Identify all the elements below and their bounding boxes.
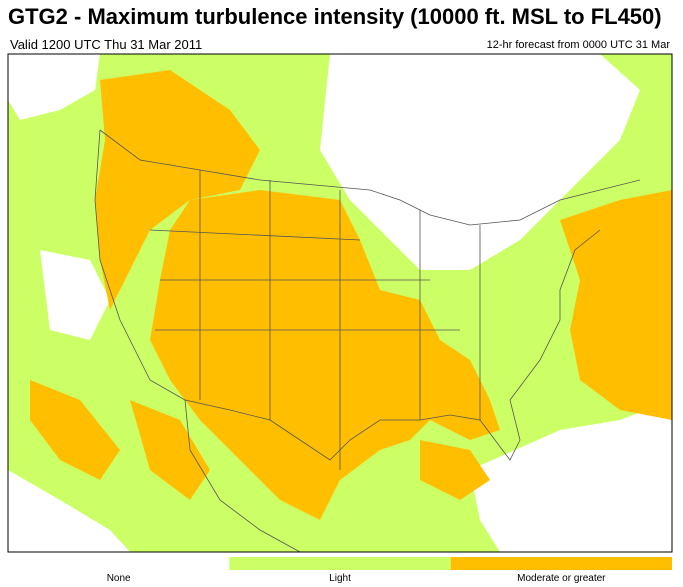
- legend-swatch: [450, 557, 672, 570]
- none-area: [40, 250, 110, 340]
- legend-swatch: [8, 557, 230, 570]
- forecast-time: 12-hr forecast from 0000 UTC 31 Mar: [487, 39, 671, 51]
- none-area: [470, 400, 672, 552]
- legend-label: Moderate or greater: [517, 573, 606, 584]
- map-frame: [7, 53, 673, 553]
- map: [7, 53, 673, 553]
- legend-swatch: [229, 557, 451, 570]
- moderate-area: [420, 440, 490, 500]
- moderate-area: [560, 190, 672, 420]
- valid-time: Valid 1200 UTC Thu 31 Mar 2011: [10, 37, 202, 52]
- none-area: [8, 54, 100, 120]
- legend-label: None: [107, 573, 131, 584]
- none-area: [8, 470, 130, 552]
- border-line: [99, 129, 641, 226]
- none-area: [320, 54, 640, 270]
- moderate-area: [130, 400, 210, 500]
- legend-label: Light: [329, 573, 351, 584]
- coastline: [94, 129, 601, 461]
- title: GTG2 - Maximum turbulence intensity (100…: [8, 4, 662, 29]
- coastline: [184, 399, 301, 553]
- moderate-area: [150, 190, 500, 520]
- moderate-area: [30, 380, 120, 480]
- state-line: [149, 170, 481, 470]
- moderate-area: [95, 70, 260, 310]
- legend: None Light Moderate or greater: [8, 557, 672, 584]
